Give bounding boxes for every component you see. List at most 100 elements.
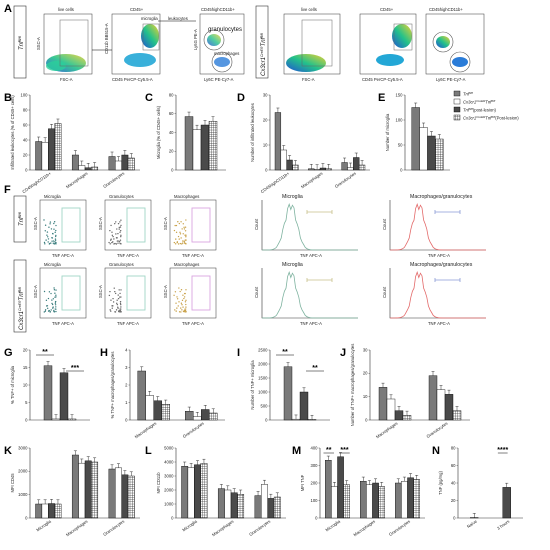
y-tick-label: 10 (23, 382, 28, 387)
bar (41, 503, 49, 519)
flow-f-title: Microglia (44, 262, 61, 267)
bar (292, 164, 299, 171)
histogram-macro_gran-0: Macrophages/granulocytes TNF APC-A Count (382, 194, 486, 258)
y-tick-label: 0 (171, 515, 174, 520)
bar (337, 456, 344, 519)
svg-text:Tnffl/fl(post-lesion): Tnffl/fl(post-lesion) (463, 107, 497, 113)
legend-label-1: Tnf (463, 92, 470, 97)
bar (378, 387, 388, 421)
flow-xlabel-ly6c-cko: Ly6C PE-Cy7-A (436, 77, 466, 82)
bar (347, 167, 354, 171)
bar (185, 411, 194, 421)
genotype-cko-f-tail-sup: fl/fl (18, 287, 22, 292)
bar (108, 156, 116, 171)
bar (35, 141, 43, 171)
bar (91, 461, 99, 519)
panel-letter-f: F (4, 184, 11, 196)
bar (187, 467, 195, 519)
y-axis-label: TNF (pg/mg) (438, 471, 443, 495)
bar (54, 503, 62, 519)
bar (261, 484, 268, 519)
y-tick-label: 1500 (258, 375, 268, 380)
x-category-label: 3 hours (496, 519, 510, 531)
bar (325, 460, 332, 519)
flow-f-xlabel: TNF APC-A (182, 253, 204, 258)
x-category-label: Macrophages (65, 171, 89, 190)
x-category-label: Naïve (466, 518, 478, 529)
x-category-label: Macrophages (375, 421, 399, 440)
genotype-cko-f: Cx3cr1 (19, 311, 25, 330)
flow-f-title: Granulocytes (109, 262, 134, 267)
panel-letter-m: M (292, 445, 301, 457)
y-tick-label: 0 (25, 515, 28, 520)
genotype-label-control-a: Tnffl/fl (13, 5, 27, 79)
bar (84, 460, 92, 519)
y-tick-label: 1000 (18, 492, 28, 497)
y-tick-label: 2 (125, 382, 128, 387)
flow-plot-live-cells-control: live cells FSC-A SSC-A (36, 7, 93, 82)
legend-label-3-note: (post-lesion) (473, 108, 497, 113)
bar (502, 487, 511, 519)
y-tick-label: 3000 (18, 445, 28, 450)
flow-xlabel-cd45: CD45 PerCP-Cy5.5-A (112, 77, 153, 82)
legend-label-2-tail: Tnf (485, 100, 492, 105)
legend-swatch-2 (453, 98, 461, 105)
bar (71, 154, 79, 171)
flow-f-ylabel: SSC-A (163, 285, 168, 298)
bar (358, 164, 366, 171)
bar (307, 419, 317, 421)
y-tick-label: 3 (125, 365, 128, 370)
y-tick-label: 20 (451, 498, 456, 503)
y-tick-label: 40 (451, 480, 456, 485)
bar (43, 365, 53, 421)
genotype-cko-tail-sup: fl/fl (260, 33, 264, 38)
x-category-label: Granulocytes (102, 171, 125, 189)
y-tick-label: 20 (169, 149, 174, 154)
bar (84, 167, 92, 171)
y-tick-label: 100 (311, 498, 319, 503)
legend-label-3-sup: fl/fl (469, 107, 473, 111)
y-axis-label: MFI CD11b (156, 472, 161, 494)
significance-label: ** (282, 349, 288, 356)
y-tick-label: 100 (396, 117, 404, 122)
significance-label: *** (71, 365, 79, 372)
y-tick-label: 20 (263, 117, 268, 122)
panel-letter-c: C (145, 92, 153, 104)
bar (48, 128, 55, 171)
bar (283, 366, 293, 421)
bar (280, 149, 287, 171)
bar (343, 484, 350, 519)
legend-label-3: Tnf (463, 108, 470, 113)
flow-f-ylabel: SSC-A (98, 285, 103, 298)
genotype-cko-f-tail: Tnf (19, 290, 25, 300)
chart-m: M 0 100 200 300 400 MFI TNF Microglia Macrophage… (292, 445, 425, 537)
histogram-title: Microglia (282, 194, 303, 200)
bar (286, 159, 293, 171)
bar (353, 157, 360, 171)
genotype-cko-tail: Tnf (261, 36, 267, 46)
bar (341, 162, 348, 171)
histogram-xlabel: TNF APC-A (300, 321, 322, 326)
flow-ylabel-ssc: SSC-A (36, 37, 41, 50)
panel-letter-b: B (4, 92, 12, 104)
y-axis-label: Number of infiltrated leukocytes (250, 103, 255, 162)
flow-f-title: Macrophages (174, 262, 199, 267)
bar (411, 107, 420, 171)
significance-label: *** (340, 447, 348, 454)
y-axis-label: Number of microglia (385, 113, 390, 151)
bar (435, 138, 444, 171)
genotype-control-f-sup: fl/fl (17, 212, 22, 217)
significance-label: ** (326, 447, 332, 454)
bar (201, 409, 210, 421)
genotype-control: Tnf (19, 40, 25, 50)
bar (208, 121, 218, 171)
genotype-label-cko-a: Cx3cr1CreERTnffl/fl (255, 5, 269, 79)
x-category-label: Granulocytes (248, 519, 271, 537)
flow-f-granulocytes-0: Granulocytes TNF APC-A SSC-A (98, 194, 152, 258)
histogram-ylabel: Count (382, 218, 387, 230)
bar (54, 123, 62, 171)
y-tick-label: 20 (363, 371, 368, 376)
svg-text:Cx3cr1CreERTnffl/fl: Cx3cr1CreERTnffl/fl (463, 99, 496, 105)
bar (200, 124, 210, 171)
bar (51, 418, 61, 421)
